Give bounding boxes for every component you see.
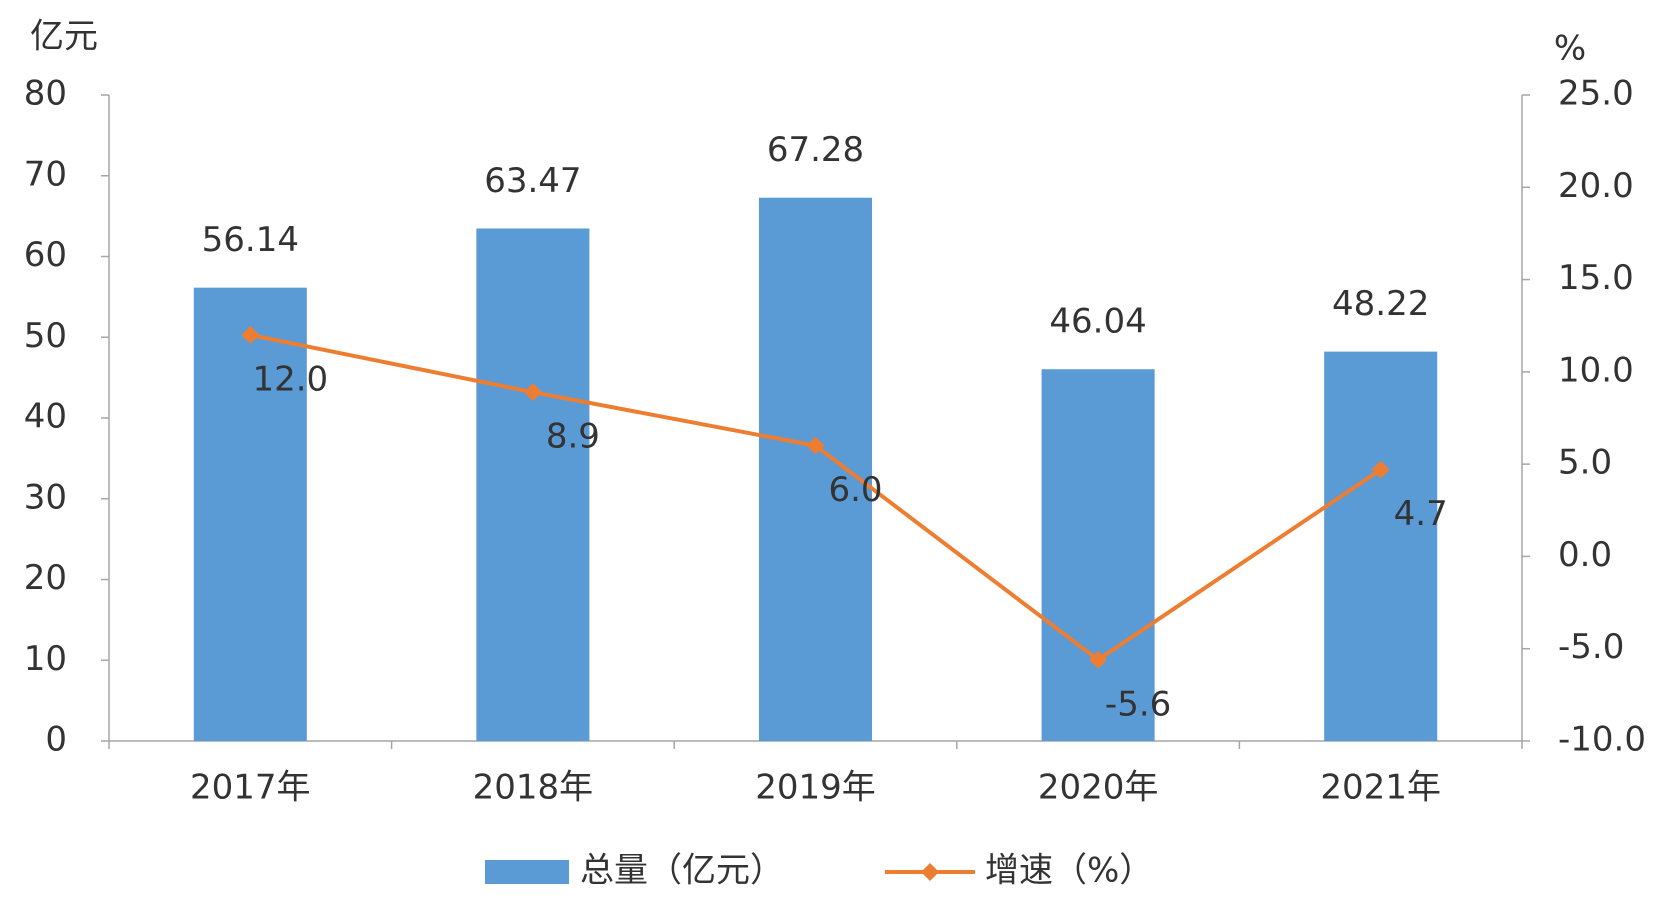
y-tick-label: 40 bbox=[24, 397, 67, 437]
line-value-label: -5.6 bbox=[1105, 684, 1171, 724]
x-tick-label: 2017年 bbox=[190, 768, 311, 808]
bar bbox=[758, 197, 873, 742]
y2-tick-label: -10.0 bbox=[1558, 720, 1646, 760]
legend-swatch bbox=[485, 860, 569, 884]
bar bbox=[476, 228, 590, 742]
bar-value-label: 56.14 bbox=[202, 220, 299, 260]
bar-value-label: 46.04 bbox=[1049, 302, 1146, 342]
bar bbox=[1041, 369, 1155, 741]
line-marker bbox=[1089, 650, 1108, 669]
bar bbox=[193, 287, 307, 741]
y2-tick-label: 25.0 bbox=[1558, 74, 1634, 114]
y2-tick-label: 5.0 bbox=[1558, 443, 1612, 483]
y2-tick-label: -5.0 bbox=[1558, 627, 1624, 667]
y-tick-label: 20 bbox=[24, 558, 67, 598]
bar bbox=[1324, 351, 1438, 741]
y-tick-label: 0 bbox=[45, 720, 67, 760]
line-marker bbox=[1371, 460, 1390, 479]
y-tick-label: 80 bbox=[24, 74, 67, 114]
y2-tick-label: 10.0 bbox=[1558, 350, 1634, 390]
bar-value-label: 67.28 bbox=[767, 130, 864, 170]
line-marker bbox=[806, 436, 825, 455]
y2-axis-label: % bbox=[1554, 29, 1586, 69]
y-axis-label: 亿元 bbox=[30, 17, 98, 57]
x-tick-label: 2020年 bbox=[1038, 768, 1159, 808]
line-value-label: 8.9 bbox=[546, 417, 600, 457]
x-tick-label: 2019年 bbox=[755, 768, 876, 808]
x-tick-label: 2021年 bbox=[1320, 768, 1441, 808]
y-tick-label: 60 bbox=[24, 235, 67, 275]
line-marker bbox=[523, 383, 542, 402]
line-value-label: 6.0 bbox=[828, 470, 882, 510]
line-marker bbox=[241, 325, 260, 344]
line-value-label: 12.0 bbox=[252, 359, 328, 399]
y2-tick-label: 0.0 bbox=[1558, 535, 1612, 575]
x-tick-label: 2018年 bbox=[473, 768, 594, 808]
y-tick-label: 50 bbox=[24, 316, 67, 356]
y2-tick-label: 15.0 bbox=[1558, 258, 1634, 298]
legend-label: 增速（%） bbox=[985, 851, 1153, 891]
bar-value-label: 63.47 bbox=[484, 161, 581, 201]
y-tick-label: 30 bbox=[24, 477, 67, 517]
y2-tick-label: 20.0 bbox=[1558, 166, 1634, 206]
line-value-label: 4.7 bbox=[1394, 494, 1448, 534]
legend-label: 总量（亿元） bbox=[580, 851, 784, 891]
y-tick-label: 70 bbox=[24, 154, 67, 194]
legend-swatch bbox=[921, 863, 939, 881]
bar-value-label: 48.22 bbox=[1332, 284, 1429, 324]
y-tick-label: 10 bbox=[24, 639, 67, 679]
